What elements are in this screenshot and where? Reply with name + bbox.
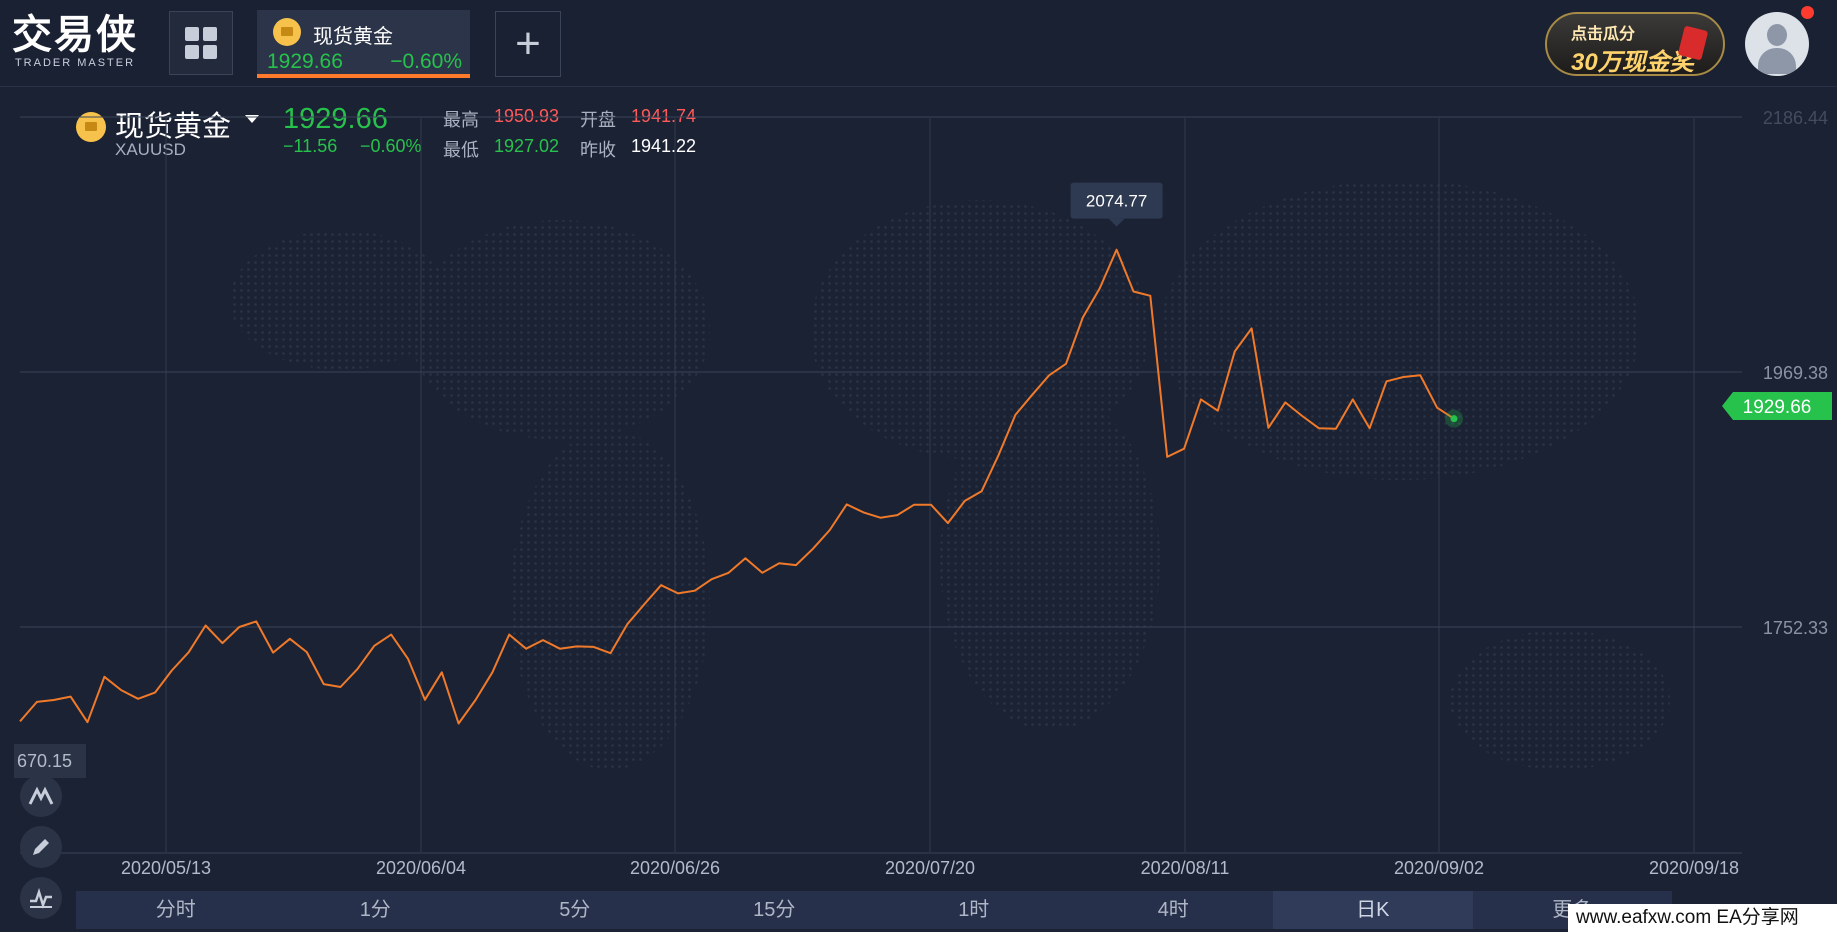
- tab-change: −0.60%: [390, 50, 462, 73]
- period-tab[interactable]: 日K: [1273, 891, 1473, 929]
- max-tooltip-pointer: [1108, 218, 1125, 227]
- top-bar: 交易侠 TRADER MASTER 现货黄金 1929.66 −0.60% + …: [0, 0, 1837, 87]
- logo-subtitle: TRADER MASTER: [14, 57, 136, 69]
- period-tab[interactable]: 5分: [559, 899, 591, 921]
- world-map-background: [230, 180, 1670, 770]
- indicator-button[interactable]: [20, 877, 62, 919]
- x-tick-label: 2020/05/13: [121, 858, 211, 878]
- price-line: [19, 248, 1455, 725]
- gold-coin-icon: [76, 112, 106, 142]
- last-point-glow: [1445, 409, 1463, 428]
- y-tick-label: 1752.33: [1763, 618, 1828, 638]
- min-label-bg: [14, 744, 86, 778]
- draw-tool-button[interactable]: [20, 826, 62, 868]
- period-tab[interactable]: 4时: [1157, 899, 1189, 921]
- max-label: 2074.77: [1086, 192, 1147, 211]
- period-tab[interactable]: 分时: [155, 899, 196, 921]
- user-icon: [1767, 24, 1787, 46]
- grid-icon: [185, 27, 217, 59]
- promo-line1: 点击瓜分: [1571, 26, 1636, 43]
- price-change-pct: −0.60%: [360, 136, 422, 156]
- indicator-icon: [30, 887, 52, 909]
- high-value: 1950.93: [494, 106, 560, 126]
- period-tab[interactable]: 15分: [753, 899, 796, 921]
- notification-dot: [1801, 6, 1814, 19]
- promo-banner[interactable]: 点击瓜分 30万现金奖: [1545, 12, 1725, 76]
- chart-markers: 2074.77 1929.66: [1070, 182, 1832, 428]
- symbol-name[interactable]: 现货黄金: [115, 111, 232, 143]
- avatar[interactable]: [1745, 12, 1809, 76]
- plus-icon: +: [515, 19, 541, 68]
- x-axis-labels: 2020/05/13 2020/06/04 2020/06/26 2020/07/20…: [121, 858, 1739, 878]
- low-label: 最低: [443, 140, 479, 160]
- period-tab[interactable]: 1时: [958, 899, 990, 921]
- x-tick-label: 2020/09/18: [1649, 858, 1739, 878]
- logo: 交易侠 TRADER MASTER: [12, 14, 138, 70]
- y-tick-label: 2186.44: [1763, 108, 1828, 128]
- open-label: 开盘: [580, 110, 616, 130]
- y-tick-label: 1969.38: [1763, 363, 1828, 383]
- open-value: 1941.74: [631, 106, 697, 126]
- x-tick-label: 2020/06/04: [376, 858, 466, 878]
- y-axis-labels: 2186.44 1969.38 1752.33 670.15: [14, 108, 1828, 778]
- x-tick-label: 2020/09/02: [1394, 858, 1484, 878]
- x-tick-label: 2020/06/26: [630, 858, 720, 878]
- price-change: −11.56: [283, 136, 338, 156]
- current-price: 1929.66: [283, 103, 388, 135]
- last-price-label: 1929.66: [1743, 397, 1812, 418]
- tab-xauusd[interactable]: 现货黄金 1929.66 −0.60%: [257, 10, 470, 78]
- x-tick-label: 2020/07/20: [885, 858, 975, 878]
- x-tick-label: 2020/08/11: [1141, 858, 1230, 878]
- period-tab[interactable]: 1分: [359, 899, 391, 921]
- red-envelope-icon: [1677, 25, 1709, 61]
- pencil-icon: [33, 839, 49, 855]
- prev-close-value: 1941.22: [631, 136, 697, 156]
- chevron-down-icon[interactable]: [245, 115, 259, 123]
- gold-coin-icon: [273, 18, 301, 46]
- last-price-tag: [1722, 392, 1832, 420]
- mountain-chart-icon: [28, 786, 54, 805]
- last-point: [1450, 415, 1458, 423]
- period-bar: 分时1分5分15分1时4时日K更多: [76, 891, 1672, 929]
- max-tooltip: [1070, 182, 1163, 219]
- high-label: 最高: [443, 110, 479, 130]
- low-value: 1927.02: [494, 136, 560, 156]
- y-tick-label: 670.15: [17, 751, 72, 771]
- chart-type-button[interactable]: [20, 775, 62, 817]
- add-tab-button[interactable]: +: [495, 11, 561, 77]
- chart-grid: [20, 116, 1742, 854]
- logo-text: 交易侠: [12, 13, 138, 57]
- prev-close-label: 昨收: [580, 140, 616, 160]
- watermark: www.eafxw.com EA分享网: [1568, 904, 1837, 932]
- tab-name: 现货黄金: [313, 26, 393, 48]
- layout-grid-button[interactable]: [169, 11, 233, 75]
- promo-line2: 30万现金奖: [1571, 49, 1694, 76]
- price-line-group: [19, 248, 1455, 725]
- tab-price: 1929.66: [267, 50, 343, 73]
- symbol-code: XAUUSD: [115, 140, 186, 159]
